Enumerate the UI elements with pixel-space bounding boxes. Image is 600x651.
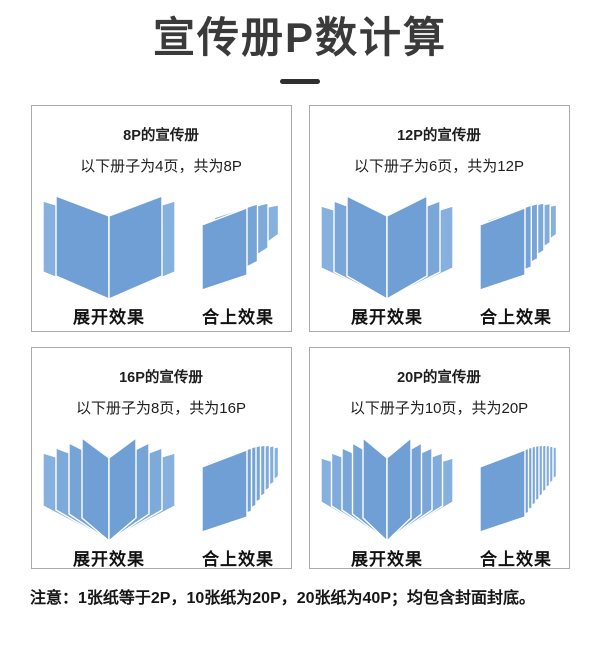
panel-8p: 8P的宣传册 以下册子为4页，共为8P 展开效果 合上效果 <box>30 105 292 333</box>
panel-heading: 20P的宣传册 <box>397 370 481 387</box>
closed-book-figure: 合上效果 <box>193 186 283 328</box>
page-title: 宣传册P数计算 <box>152 14 447 61</box>
closed-book-illustration <box>479 202 558 291</box>
panel-20p: 20P的宣传册 以下册子为10页，共为20P 展开效果 合上效果 <box>308 347 570 570</box>
books-row: 展开效果 合上效果 <box>317 186 561 328</box>
closed-book-illustration <box>201 444 280 533</box>
closed-book-figure: 合上效果 <box>193 428 283 570</box>
footer-note: 注意：1张纸等于2P，10张纸为20P，20张纸为40P；均包含封面封底。 <box>30 590 536 608</box>
closed-book-illustration <box>201 202 280 291</box>
panel-description: 以下册子为4页，共为8P <box>80 158 242 176</box>
open-book-figure: 展开效果 <box>39 186 179 328</box>
open-book-illustration <box>320 437 454 542</box>
panel-grid: 8P的宣传册 以下册子为4页，共为8P 展开效果 合上效果 12P的宣传册 以下… <box>30 105 570 570</box>
books-row: 展开效果 合上效果 <box>317 428 561 570</box>
open-book-illustration <box>42 437 176 542</box>
panel-description: 以下册子为6页，共为12P <box>353 158 525 176</box>
books-row: 展开效果 合上效果 <box>39 428 283 570</box>
open-book-illustration <box>42 195 176 300</box>
closed-book-figure: 合上效果 <box>471 428 561 570</box>
open-book-label: 展开效果 <box>73 308 145 328</box>
panel-description: 以下册子为8页，共为16P <box>75 400 247 418</box>
panel-12p: 12P的宣传册 以下册子为6页，共为12P 展开效果 合上效果 <box>308 105 570 333</box>
closed-book-figure: 合上效果 <box>471 186 561 328</box>
panel-heading: 16P的宣传册 <box>119 370 203 387</box>
title-underline-dash <box>280 79 320 85</box>
open-book-figure: 展开效果 <box>317 428 457 570</box>
panel-heading: 8P的宣传册 <box>123 128 199 145</box>
open-book-figure: 展开效果 <box>317 186 457 328</box>
open-book-illustration <box>320 195 454 300</box>
open-book-figure: 展开效果 <box>39 428 179 570</box>
open-book-label: 展开效果 <box>351 550 423 570</box>
books-row: 展开效果 合上效果 <box>39 186 283 328</box>
panel-16p: 16P的宣传册 以下册子为8页，共为16P 展开效果 合上效果 <box>30 347 292 570</box>
closed-book-label: 合上效果 <box>202 550 274 570</box>
panel-description: 以下册子为10页，共为20P <box>349 400 529 418</box>
closed-book-illustration <box>479 444 558 533</box>
closed-book-label: 合上效果 <box>480 308 552 328</box>
panel-heading: 12P的宣传册 <box>397 128 481 145</box>
open-book-label: 展开效果 <box>73 550 145 570</box>
closed-book-label: 合上效果 <box>480 550 552 570</box>
closed-book-label: 合上效果 <box>202 308 274 328</box>
open-book-label: 展开效果 <box>351 308 423 328</box>
